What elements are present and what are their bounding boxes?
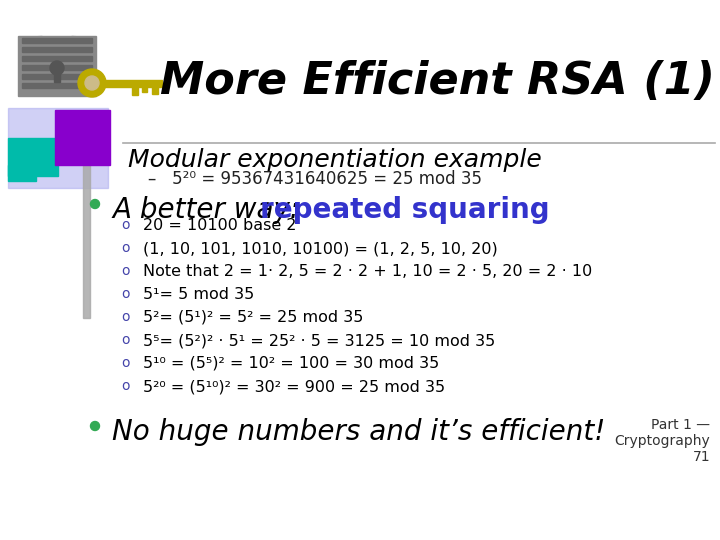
Text: –   5²⁰ = 95367431640625 = 25 mod 35: – 5²⁰ = 95367431640625 = 25 mod 35 [148, 170, 482, 188]
Bar [152, 86, 158, 94]
Bar [8, 165, 36, 181]
Text: 5²⁰ = (5¹⁰)² = 30² = 900 = 25 mod 35: 5²⁰ = (5¹⁰)² = 30² = 900 = 25 mod 35 [143, 379, 445, 394]
Text: o: o [121, 356, 130, 370]
Circle shape [85, 76, 99, 90]
Bar [22, 74, 92, 79]
Text: A better way:: A better way: [112, 196, 308, 224]
Bar [22, 56, 92, 61]
Circle shape [91, 199, 99, 208]
Circle shape [50, 61, 64, 75]
Bar [22, 83, 92, 88]
Text: No huge numbers and it’s efficient!: No huge numbers and it’s efficient! [112, 418, 606, 446]
Bar [142, 86, 147, 92]
Text: o: o [121, 241, 130, 255]
Bar [18, 36, 96, 96]
Text: o: o [121, 287, 130, 301]
Text: 5¹⁰ = (5⁵)² = 10² = 100 = 30 mod 35: 5¹⁰ = (5⁵)² = 10² = 100 = 30 mod 35 [143, 356, 439, 371]
Bar [80, 80, 162, 87]
Text: More Efficient RSA (1): More Efficient RSA (1) [160, 60, 715, 104]
Text: o: o [121, 310, 130, 324]
Text: o: o [121, 218, 130, 232]
Text: o: o [121, 264, 130, 278]
Text: 5¹= 5 mod 35: 5¹= 5 mod 35 [143, 287, 254, 302]
Text: Part 1 —
Cryptography
71: Part 1 — Cryptography 71 [614, 418, 710, 464]
Text: 5²= (5¹)² = 5² = 25 mod 35: 5²= (5¹)² = 5² = 25 mod 35 [143, 310, 364, 325]
Text: 20 = 10100 base 2: 20 = 10100 base 2 [143, 218, 297, 233]
Text: o: o [121, 379, 130, 393]
Text: o: o [121, 333, 130, 347]
Circle shape [78, 69, 106, 97]
Bar [83, 143, 90, 318]
Bar [8, 138, 58, 176]
Text: Note that 2 = 1· 2, 5 = 2 · 2 + 1, 10 = 2 · 5, 20 = 2 · 10: Note that 2 = 1· 2, 5 = 2 · 2 + 1, 10 = … [143, 264, 593, 279]
Bar [22, 65, 92, 70]
Bar [55, 110, 110, 165]
Bar [8, 108, 108, 188]
Bar [22, 47, 92, 52]
Circle shape [91, 422, 99, 430]
Text: 5⁵= (5²)² · 5¹ = 25² · 5 = 3125 = 10 mod 35: 5⁵= (5²)² · 5¹ = 25² · 5 = 3125 = 10 mod… [143, 333, 495, 348]
Bar [22, 38, 92, 43]
Bar [54, 72, 60, 82]
Text: repeated squaring: repeated squaring [260, 196, 549, 224]
Text: Modular exponentiation example: Modular exponentiation example [128, 148, 541, 172]
Text: (1, 10, 101, 1010, 10100) = (1, 2, 5, 10, 20): (1, 10, 101, 1010, 10100) = (1, 2, 5, 10… [143, 241, 498, 256]
Bar [132, 86, 138, 95]
